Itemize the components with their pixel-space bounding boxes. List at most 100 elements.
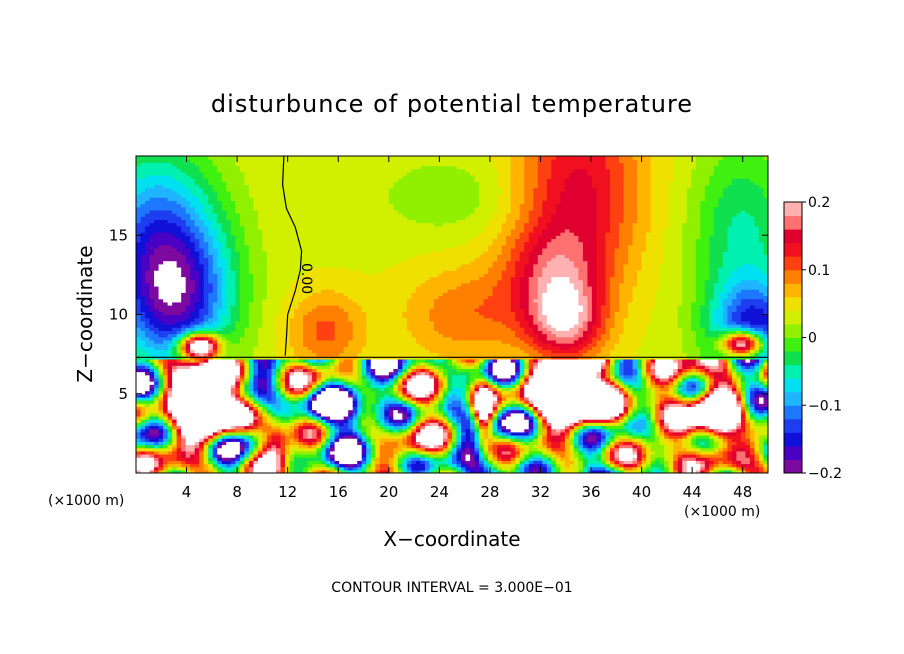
- heatmap-cell: [528, 292, 539, 297]
- heatmap-cell: [379, 422, 385, 427]
- heatmap-cell: [763, 387, 768, 392]
- heatmap-cell: [253, 434, 259, 439]
- heatmap-cell: [456, 434, 462, 439]
- heatmap-cell: [709, 425, 737, 430]
- heatmap-cell: [194, 282, 200, 287]
- heatmap-cell: [474, 390, 480, 395]
- heatmap-cell: [542, 460, 548, 465]
- heatmap-cell: [239, 285, 254, 290]
- heatmap-cell: [763, 330, 768, 335]
- heatmap-cell: [244, 434, 250, 439]
- heatmap-cell: [217, 289, 223, 293]
- heatmap-cell: [492, 453, 498, 458]
- heatmap-cell: [262, 317, 277, 322]
- heatmap-cell: [533, 419, 539, 423]
- heatmap-cell: [149, 384, 155, 389]
- heatmap-cell: [312, 409, 318, 414]
- heatmap-cell: [758, 409, 765, 414]
- heatmap-cell: [415, 419, 421, 423]
- heatmap-cell: [610, 358, 616, 363]
- heatmap-cell: [533, 469, 539, 473]
- heatmap-cell: [596, 260, 607, 265]
- heatmap-cell: [528, 289, 539, 293]
- heatmap-cell: [564, 434, 570, 439]
- heatmap-cell: [221, 457, 232, 461]
- heatmap-cell: [411, 403, 417, 408]
- heatmap-cell: [587, 270, 598, 274]
- heatmap-cell: [492, 425, 498, 430]
- heatmap-cell: [591, 298, 598, 303]
- heatmap-cell: [632, 406, 638, 411]
- heatmap-cell: [149, 285, 160, 290]
- heatmap-cell: [158, 428, 164, 433]
- heatmap-cell: [217, 292, 223, 297]
- heatmap-cell: [686, 365, 692, 369]
- heatmap-cell: [695, 441, 701, 446]
- heatmap-cell: [637, 415, 647, 420]
- heatmap-cell: [145, 438, 151, 442]
- heatmap-cell: [610, 336, 620, 341]
- heatmap-cell: [366, 425, 372, 430]
- heatmap-cell: [361, 428, 367, 433]
- heatmap-cell: [713, 285, 724, 290]
- heatmap-cell: [659, 285, 683, 290]
- heatmap-cell: [194, 469, 209, 473]
- heatmap-cell: [745, 377, 756, 382]
- heatmap-cell: [632, 292, 656, 297]
- heatmap-cell: [172, 444, 178, 449]
- heatmap-cell: [736, 428, 742, 433]
- heatmap-cell: [393, 387, 399, 392]
- heatmap-cell: [641, 457, 647, 461]
- heatmap-cell: [488, 247, 503, 252]
- heatmap-cell: [307, 431, 313, 436]
- heatmap-cell: [704, 428, 710, 433]
- heatmap-cell: [289, 393, 295, 398]
- heatmap-cell: [257, 362, 263, 366]
- heatmap-cell: [637, 406, 643, 411]
- heatmap-cell: [695, 368, 701, 373]
- heatmap-cell: [266, 365, 273, 369]
- heatmap-cell: [420, 431, 444, 436]
- heatmap-cell: [515, 444, 521, 449]
- heatmap-cell: [176, 444, 182, 449]
- heatmap-cell: [194, 235, 205, 240]
- heatmap-cell: [190, 247, 196, 252]
- heatmap-cell: [321, 419, 327, 423]
- heatmap-cell: [352, 358, 358, 363]
- heatmap-cell: [519, 387, 525, 392]
- heatmap-cell: [194, 450, 200, 455]
- heatmap-cell: [280, 453, 286, 458]
- heatmap-cell: [628, 387, 634, 392]
- heatmap-cell: [136, 393, 142, 398]
- heatmap-cell: [542, 273, 579, 278]
- heatmap-cell: [361, 349, 431, 354]
- heatmap-cell: [763, 460, 768, 465]
- heatmap-cell: [217, 469, 223, 473]
- heatmap-cell: [181, 343, 187, 347]
- heatmap-cell: [605, 320, 616, 325]
- heatmap-cell: [709, 247, 728, 252]
- heatmap-cell: [682, 390, 688, 395]
- heatmap-cell: [605, 289, 611, 293]
- heatmap-cell: [474, 308, 512, 312]
- heatmap-cell: [510, 276, 521, 281]
- heatmap-cell: [253, 422, 259, 427]
- heatmap-cell: [284, 393, 291, 398]
- heatmap-cell: [447, 441, 453, 446]
- heatmap-cell: [492, 400, 498, 404]
- heatmap-cell: [722, 260, 768, 265]
- heatmap-cell: [348, 422, 354, 427]
- heatmap-cell: [433, 444, 440, 449]
- heatmap-cell: [695, 238, 710, 243]
- heatmap-cell: [700, 469, 706, 473]
- heatmap-cell: [253, 450, 259, 455]
- heatmap-field: [136, 156, 768, 473]
- heatmap-cell: [330, 469, 336, 473]
- heatmap-cell: [370, 466, 376, 471]
- heatmap-cell: [321, 422, 327, 427]
- heatmap-cell: [650, 387, 656, 392]
- heatmap-cell: [420, 447, 426, 452]
- heatmap-cell: [510, 444, 516, 449]
- heatmap-cell: [749, 365, 756, 369]
- heatmap-cell: [181, 358, 191, 363]
